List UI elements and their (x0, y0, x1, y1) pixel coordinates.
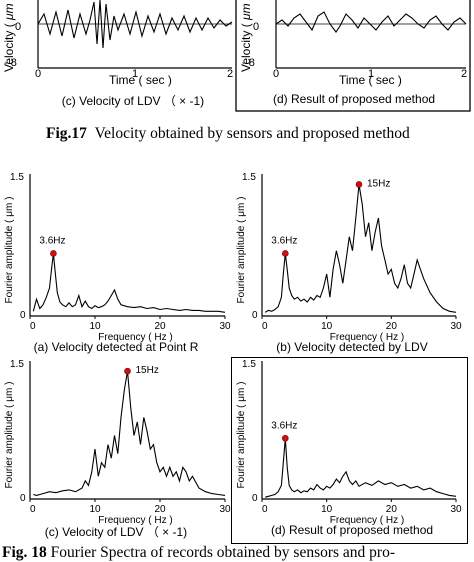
fig18-a-xtick-3: 30 (219, 321, 231, 332)
fig18-a-xtick-2: 20 (154, 321, 166, 332)
fig18-c-ytick-top: 1.5 (10, 359, 24, 370)
fig18-c-ylabel: Fourier amplitude ( μm ) (4, 382, 15, 489)
fig18-c-xtick-0: 0 (30, 504, 36, 515)
fig18-a-caption: (a) Velocity detected at Point R (33, 340, 199, 354)
fig18-d-spectrum-line (265, 438, 457, 498)
fig18-c-peak-label-0: 15Hz (136, 365, 159, 376)
fig17-c-xtick-0: 0 (35, 68, 41, 80)
fig18-b-xtick-3: 30 (450, 321, 462, 332)
fig18-b-peak-marker-0 (281, 250, 289, 257)
fig18-c-spectrum-line (33, 371, 226, 496)
fig18-caption-text: Fourier Spectra of records obtained by s… (50, 544, 396, 561)
fig17-c-signal (37, 0, 233, 49)
fig18-b-peak-label-0: 3.6Hz (271, 235, 297, 246)
fig18-d-peak-marker-0 (281, 434, 289, 442)
fig18-c-ytick-zero: 0 (20, 493, 26, 504)
fig17-caption-label: Fig.17 (46, 125, 87, 142)
fig18-b-xlabel: Frequency ( Hz ) (330, 332, 404, 343)
fig18-b-ytick-zero: 0 (252, 310, 258, 321)
fig17-d-xtick-2: 2 (461, 68, 467, 80)
fig18-a-xtick-0: 0 (30, 321, 36, 332)
fig18-b-xtick-2: 20 (386, 321, 398, 332)
fig18-b-ytick-top: 1.5 (242, 172, 256, 183)
fig17-d-ytick-0: 0 (253, 21, 259, 33)
fig17-panel-c (37, 0, 233, 69)
fig18-panel-d-frame (231, 357, 468, 544)
fig18-b-xtick-0: 0 (262, 321, 268, 332)
fig17-d-ytick-neg: - 8 (242, 57, 255, 69)
fig17-c-xtick-1: 1 (132, 68, 138, 80)
fig18-a-peak-label-0: 3.6Hz (39, 235, 65, 246)
fig18-d-peak-label-0: 3.6Hz (271, 420, 297, 431)
fig17-c-xlabel: Time ( sec ) (109, 73, 172, 87)
fig18-a-spectrum-line (32, 253, 226, 313)
fig17-d-xlabel: Time ( sec ) (339, 73, 402, 87)
fig18-d-ytick-zero: 0 (252, 493, 258, 504)
fig17-c-caption: (c) Velocity of LDV （ × -1) (61, 94, 205, 108)
fig18-b-peak-label-1: 15Hz (367, 178, 390, 189)
fig17-panel-d-frame (235, 0, 471, 112)
fig18-b-ylabel: Fourier amplitude ( μm ) (236, 197, 247, 304)
fig17-c-ytick-0: 0 (15, 21, 21, 33)
fig17-d-xtick-1: 1 (368, 68, 374, 80)
fig18-b-peak-marker-1 (355, 181, 363, 188)
fig17-panels: 0 - 8 0 1 2 Time ( sec ) Velocity ( μm 0… (2, 0, 471, 112)
fig17-d-signal (275, 11, 467, 33)
fig18-d-xlabel: Frequency ( Hz ) (330, 515, 404, 526)
fig18-a-ytick-top: 1.5 (10, 172, 24, 183)
fig17-c-xtick-2: 2 (227, 68, 233, 80)
fig18-b-xtick-1: 10 (321, 321, 333, 332)
fig17-d-caption: (d) Result of proposed method (272, 92, 436, 106)
fig17-caption-text: Velocity obtained by sensors and propose… (94, 125, 410, 142)
fig18-d-caption: (d) Result of proposed method (270, 523, 434, 537)
fig18-c-xtick-3: 30 (219, 504, 231, 515)
fig18-d-xtick-2: 20 (386, 504, 398, 515)
fig18-a-peak-marker-0 (50, 250, 57, 257)
fig17-panel-d (275, 0, 467, 69)
fig18-a-ytick-zero: 0 (20, 310, 26, 321)
fig18-c-xtick-1: 10 (89, 504, 101, 515)
fig18-d-ylabel: Fourier amplitude ( μm ) (236, 382, 247, 489)
fig18-c-caption: (c) Velocity of LDV （ × -1) (44, 525, 188, 539)
fig18-a-xlabel: Frequency ( Hz ) (98, 332, 172, 343)
fig18-b-caption: (b) Velocity detected by LDV (276, 340, 428, 354)
fig18-c-xlabel: Frequency ( Hz ) (98, 515, 172, 526)
fig18-d-xtick-1: 10 (321, 504, 333, 515)
fig18-a-xtick-1: 10 (89, 321, 101, 332)
fig17-caption: Fig.17 Velocity obtained by sensors and … (46, 125, 410, 143)
fig18-d-xtick-0: 0 (262, 504, 268, 515)
fig17-d-xtick-0: 0 (273, 68, 279, 80)
fig18-d-ytick-top: 1.5 (242, 359, 256, 370)
fig18-d-xtick-3: 30 (450, 504, 462, 515)
fig17-c-ytick-neg: - 8 (4, 57, 17, 69)
fig18-c-xtick-2: 20 (154, 504, 166, 515)
fig18-a-ylabel: Fourier amplitude ( μm ) (4, 197, 15, 304)
fig18-b-spectrum-line (264, 184, 457, 313)
fig18-c-peak-marker-0 (124, 367, 131, 375)
fig18-caption: Fig. 18 Fourier Spectra of records obtai… (2, 544, 395, 562)
fig17-c-ylabel: Velocity ( μm (2, 3, 16, 72)
fig17-d-ylabel: Velocity ( μm (239, 3, 253, 72)
fig18-caption-label: Fig. 18 (2, 544, 47, 561)
